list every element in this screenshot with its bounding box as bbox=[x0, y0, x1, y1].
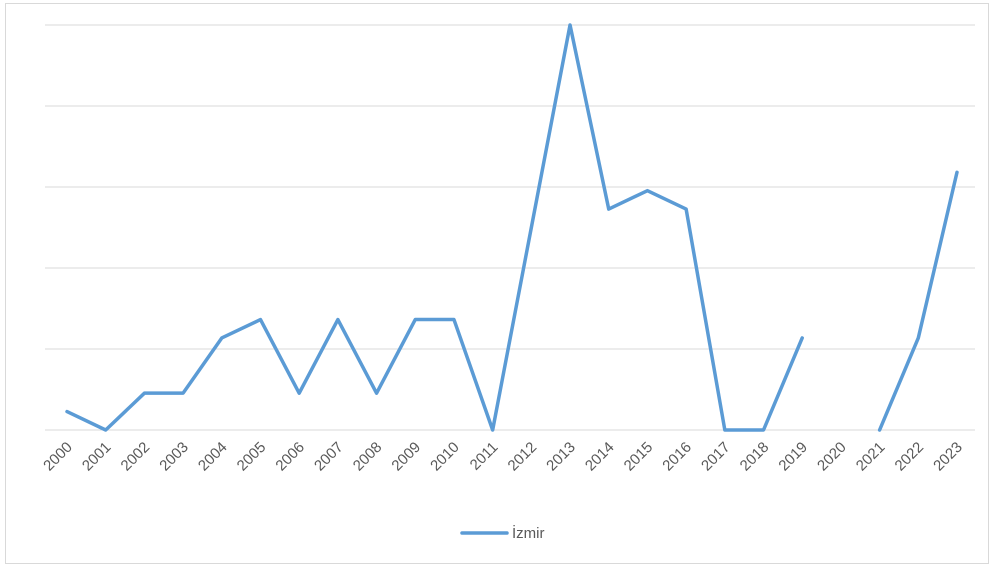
legend-label: İzmir bbox=[512, 524, 545, 542]
x-tick-label: 2007 bbox=[311, 439, 347, 475]
x-tick-label: 2017 bbox=[698, 439, 734, 475]
x-tick-label: 2002 bbox=[118, 439, 154, 475]
x-tick-label: 2019 bbox=[775, 439, 811, 475]
x-tick-label: 2021 bbox=[853, 439, 889, 475]
x-tick-label: 2001 bbox=[79, 439, 115, 475]
x-tick-label: 2005 bbox=[234, 439, 270, 475]
x-tick-label: 2006 bbox=[272, 439, 308, 475]
x-tick-label: 2008 bbox=[350, 439, 386, 475]
x-tick-label: 2016 bbox=[659, 439, 695, 475]
x-tick-label: 2011 bbox=[467, 439, 502, 474]
x-tick-label: 2023 bbox=[930, 439, 966, 475]
x-tick-label: 2004 bbox=[195, 439, 231, 475]
legend: İzmir bbox=[460, 524, 545, 542]
series-line-segment bbox=[65, 23, 804, 432]
x-tick-label: 2015 bbox=[621, 439, 657, 475]
series-line bbox=[65, 23, 959, 432]
series-line-segment bbox=[877, 170, 959, 432]
x-tick-label: 2003 bbox=[156, 439, 192, 475]
x-tick-label: 2012 bbox=[505, 439, 541, 475]
x-tick-label: 2014 bbox=[582, 439, 618, 475]
x-tick-label: 2000 bbox=[40, 439, 76, 475]
x-tick-label: 2010 bbox=[427, 439, 463, 475]
x-tick-label: 2009 bbox=[388, 439, 424, 475]
x-tick-label: 2018 bbox=[737, 439, 773, 475]
gridlines bbox=[45, 24, 975, 431]
chart-frame bbox=[5, 3, 989, 564]
x-tick-label: 2022 bbox=[892, 439, 928, 475]
x-axis-tick-labels: 2000 2001 2002 2003 2004 2005 2006 2007 2008 2009… bbox=[40, 439, 966, 475]
x-tick-label: 2020 bbox=[814, 439, 850, 475]
x-tick-label: 2013 bbox=[543, 439, 579, 475]
